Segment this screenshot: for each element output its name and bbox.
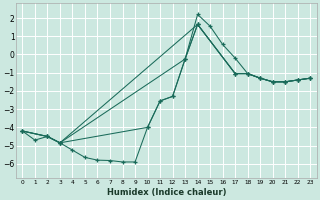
X-axis label: Humidex (Indice chaleur): Humidex (Indice chaleur) [107, 188, 226, 197]
